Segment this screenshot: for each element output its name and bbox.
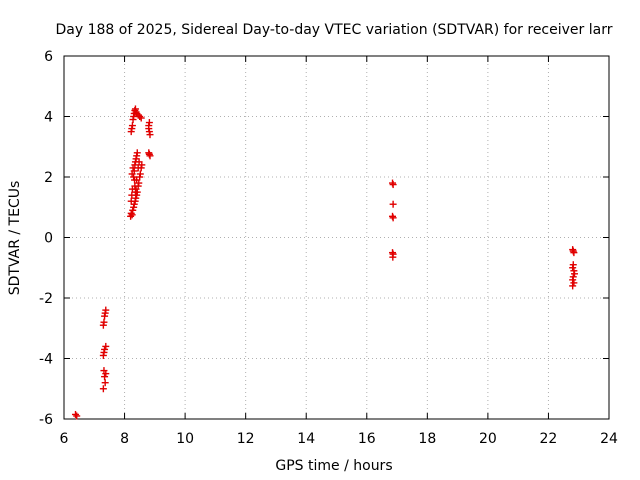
data-point xyxy=(127,197,135,205)
y-tick-label: 6 xyxy=(44,49,53,65)
x-tick-label: 14 xyxy=(297,431,315,447)
data-point xyxy=(128,170,136,178)
x-tick-label: 6 xyxy=(60,431,69,447)
data-point xyxy=(99,385,107,393)
y-tick-labels: -6 -4 -2 0 2 4 6 xyxy=(39,49,53,428)
data-point xyxy=(146,131,154,139)
data-point xyxy=(102,370,110,378)
x-axis-label: GPS time / hours xyxy=(275,458,392,474)
data-point xyxy=(131,182,139,190)
data-point xyxy=(99,351,107,359)
data-point xyxy=(136,113,144,120)
data-point xyxy=(570,249,578,257)
data-point xyxy=(135,158,143,166)
x-tick-label: 12 xyxy=(237,431,255,447)
y-tick-label: -6 xyxy=(39,412,53,428)
data-point xyxy=(99,321,107,329)
y-axis-label: SDTVAR / TECUs xyxy=(7,181,23,296)
grid xyxy=(64,56,609,419)
data-point xyxy=(101,379,109,387)
x-tick-label: 10 xyxy=(176,431,194,447)
x-tick-label: 24 xyxy=(600,431,618,447)
data-point xyxy=(569,282,577,290)
chart-title: Day 188 of 2025, Sidereal Day-to-day VTE… xyxy=(56,22,613,38)
data-point xyxy=(128,191,136,199)
data-point xyxy=(131,176,139,184)
data-point xyxy=(136,170,144,178)
y-tick-label: 0 xyxy=(44,231,53,247)
data-point xyxy=(389,181,397,189)
data-point xyxy=(73,412,81,420)
y-tick-label: -4 xyxy=(39,352,53,368)
data-point xyxy=(102,342,110,350)
data-point xyxy=(137,114,145,122)
x-tick-label: 8 xyxy=(120,431,129,447)
y-tick-label: 2 xyxy=(44,170,53,186)
x-tick-labels: 6 8 10 12 14 16 18 20 22 24 xyxy=(60,431,618,447)
data-point xyxy=(389,200,397,208)
data-point xyxy=(131,188,139,196)
data-points xyxy=(72,105,578,420)
y-tick-label: 4 xyxy=(44,110,53,126)
data-point xyxy=(134,164,142,172)
data-point xyxy=(128,122,136,130)
data-point xyxy=(389,253,397,261)
x-tick-label: 22 xyxy=(540,431,558,447)
data-point xyxy=(146,152,154,160)
data-point xyxy=(133,149,141,157)
y-tick-label: -2 xyxy=(39,291,53,307)
x-tick-label: 18 xyxy=(418,431,436,447)
x-tick-label: 16 xyxy=(358,431,376,447)
x-tick-label: 20 xyxy=(479,431,497,447)
ticks xyxy=(63,55,610,420)
data-point xyxy=(145,119,153,127)
data-point xyxy=(102,306,110,314)
data-point xyxy=(72,410,80,418)
data-point xyxy=(389,214,397,222)
